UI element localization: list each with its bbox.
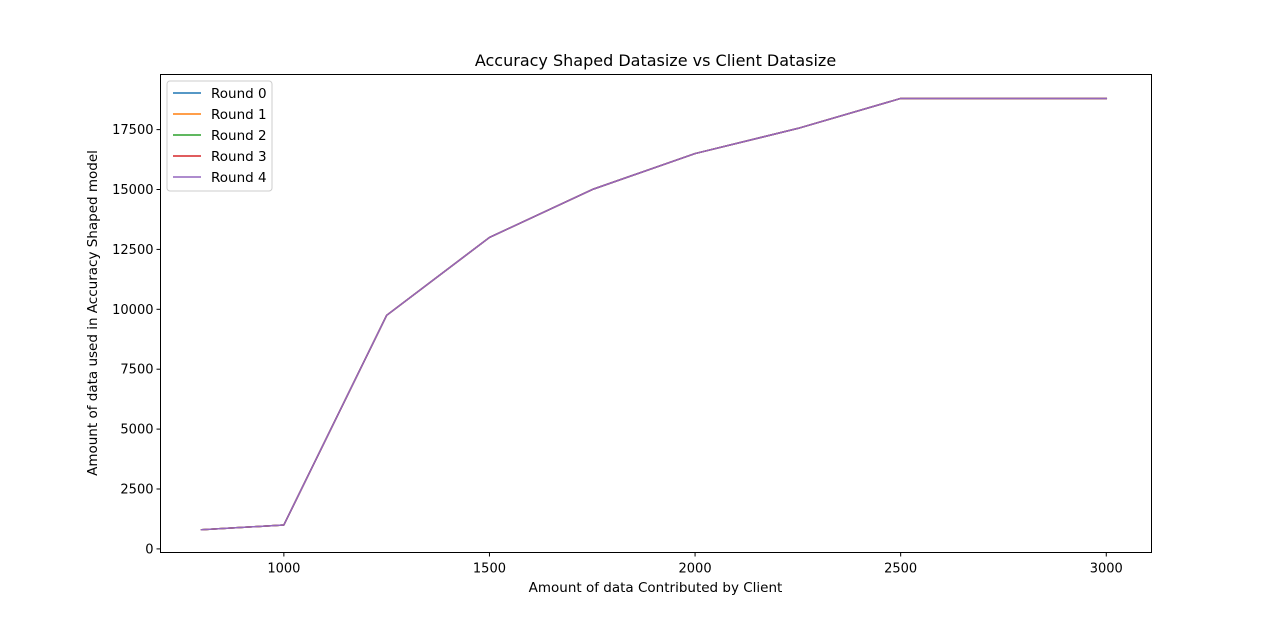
- y-axis: 0 2500 5000 7500 10000 12500 15000 17500: [112, 123, 161, 557]
- legend: Round 0 Round 1 Round 2 Round 3 Round 4: [166, 80, 273, 192]
- legend-label-round-0: Round 0: [211, 86, 267, 102]
- y-tick-label: 7500: [120, 363, 153, 378]
- y-tick-label: 17500: [112, 123, 153, 138]
- x-axis-label: Amount of data Contributed by Client: [529, 580, 783, 596]
- x-axis: 1000 1500 2000 2500 3000: [267, 552, 1123, 577]
- y-tick-label: 12500: [112, 243, 153, 258]
- chart-title: Accuracy Shaped Datasize vs Client Datas…: [475, 51, 836, 70]
- legend-label-round-2: Round 2: [211, 128, 267, 144]
- y-tick-label: 15000: [112, 183, 153, 198]
- x-tick-label: 2500: [884, 562, 917, 577]
- x-tick-label: 2000: [679, 562, 712, 577]
- y-tick-label: 0: [145, 542, 153, 557]
- y-tick-label: 2500: [120, 483, 153, 498]
- plot-frame: [160, 74, 1152, 553]
- x-tick-label: 3000: [1090, 562, 1123, 577]
- y-axis-label: Amount of data used in Accuracy Shaped m…: [85, 150, 101, 476]
- y-tick-label: 10000: [112, 303, 153, 318]
- series-line-round-4: [200, 97, 1108, 531]
- legend-label-round-1: Round 1: [211, 107, 267, 123]
- x-tick-label: 1500: [473, 562, 506, 577]
- legend-label-round-4: Round 4: [211, 170, 267, 186]
- legend-label-round-3: Round 3: [211, 149, 267, 165]
- series-group: [200, 97, 1108, 531]
- plot-area: [160, 74, 1152, 553]
- legend-frame: [166, 80, 273, 192]
- x-tick-label: 1000: [267, 562, 300, 577]
- y-tick-label: 5000: [120, 423, 153, 438]
